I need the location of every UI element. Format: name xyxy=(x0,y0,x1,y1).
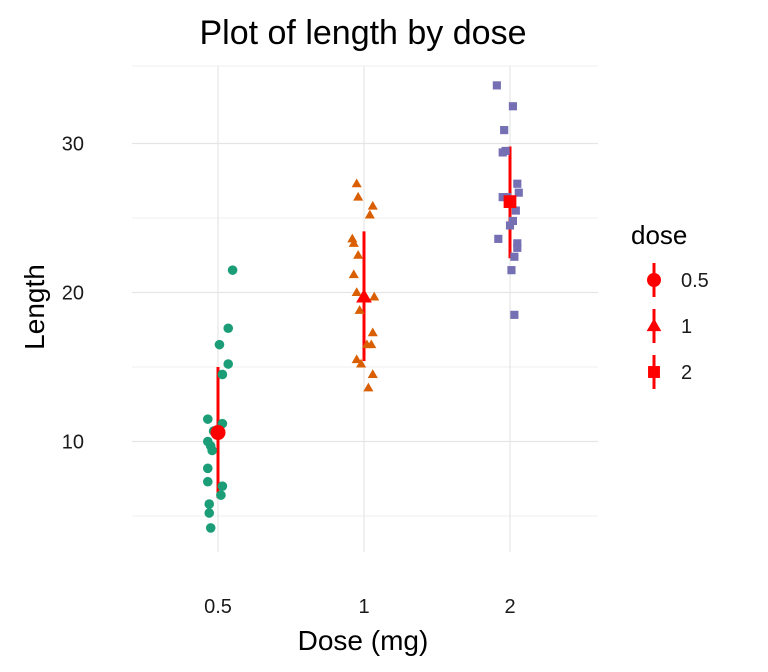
data-point xyxy=(367,327,378,337)
data-point xyxy=(204,499,215,509)
summary-mean-marker xyxy=(356,288,372,303)
y-axis-title: Length xyxy=(19,264,50,350)
data-point xyxy=(202,476,213,487)
x-tick-label: 1 xyxy=(358,596,369,618)
data-point xyxy=(508,216,517,226)
y-tick-label: 10 xyxy=(62,432,84,454)
means-layer xyxy=(210,195,517,441)
data-point xyxy=(351,178,362,188)
data-point xyxy=(513,243,522,252)
x-tick-label: 2 xyxy=(504,596,515,618)
data-point xyxy=(498,193,507,202)
legend-title: dose xyxy=(631,220,687,250)
data-point xyxy=(369,291,380,301)
data-point xyxy=(217,481,228,492)
chart-title: Plot of length by dose xyxy=(199,14,526,52)
data-point xyxy=(505,221,515,230)
data-point xyxy=(207,445,217,456)
data-point xyxy=(204,508,215,518)
data-point xyxy=(361,339,372,349)
legend-label: 2 xyxy=(681,362,692,384)
data-point xyxy=(510,252,519,261)
legend-item: 2 xyxy=(648,355,692,389)
data-point xyxy=(348,238,359,247)
data-point xyxy=(214,339,225,350)
x-tick-labels: 0.5 1 2 xyxy=(204,596,515,618)
data-point xyxy=(511,206,520,215)
x-tick-label: 0.5 xyxy=(204,596,232,618)
data-point xyxy=(363,382,374,392)
legend: dose 0.5 1 2 xyxy=(631,220,709,389)
summary-mean-marker xyxy=(210,425,226,441)
data-point xyxy=(356,358,367,368)
data-point xyxy=(367,369,378,378)
data-point xyxy=(205,523,216,533)
x-axis-title: Dose (mg) xyxy=(298,625,429,656)
data-point xyxy=(202,414,213,424)
data-point xyxy=(492,81,501,90)
data-point xyxy=(217,369,228,380)
legend-label: 0.5 xyxy=(681,270,709,292)
points-layer xyxy=(202,81,523,533)
legend-label: 1 xyxy=(681,316,692,338)
data-point xyxy=(513,239,522,248)
legend-key-marker xyxy=(646,318,662,332)
data-point xyxy=(216,490,226,500)
data-point xyxy=(494,234,503,243)
data-point xyxy=(351,354,362,364)
legend-item: 1 xyxy=(646,309,692,343)
data-point xyxy=(500,126,509,135)
data-point xyxy=(514,188,523,197)
legend-key-marker xyxy=(647,273,661,287)
data-point xyxy=(227,265,238,275)
legend-key-marker xyxy=(648,366,660,378)
data-point xyxy=(223,323,234,334)
data-point xyxy=(367,200,378,210)
data-point xyxy=(202,463,213,474)
data-point xyxy=(223,359,234,369)
y-tick-labels: 10 20 30 xyxy=(62,134,84,454)
data-point xyxy=(507,266,516,275)
data-point xyxy=(351,287,362,297)
data-point xyxy=(353,250,364,259)
data-point xyxy=(498,148,507,157)
data-point xyxy=(508,102,517,111)
data-point xyxy=(354,305,365,314)
data-point xyxy=(348,269,359,279)
legend-item: 0.5 xyxy=(647,263,709,297)
data-point xyxy=(364,209,375,219)
data-point xyxy=(510,310,519,319)
data-point xyxy=(353,191,364,201)
y-tick-label: 30 xyxy=(62,134,84,156)
summary-mean-marker xyxy=(503,195,517,208)
legend-items: 0.5 1 2 xyxy=(646,263,709,389)
y-tick-label: 20 xyxy=(62,283,84,305)
data-point xyxy=(513,179,522,188)
